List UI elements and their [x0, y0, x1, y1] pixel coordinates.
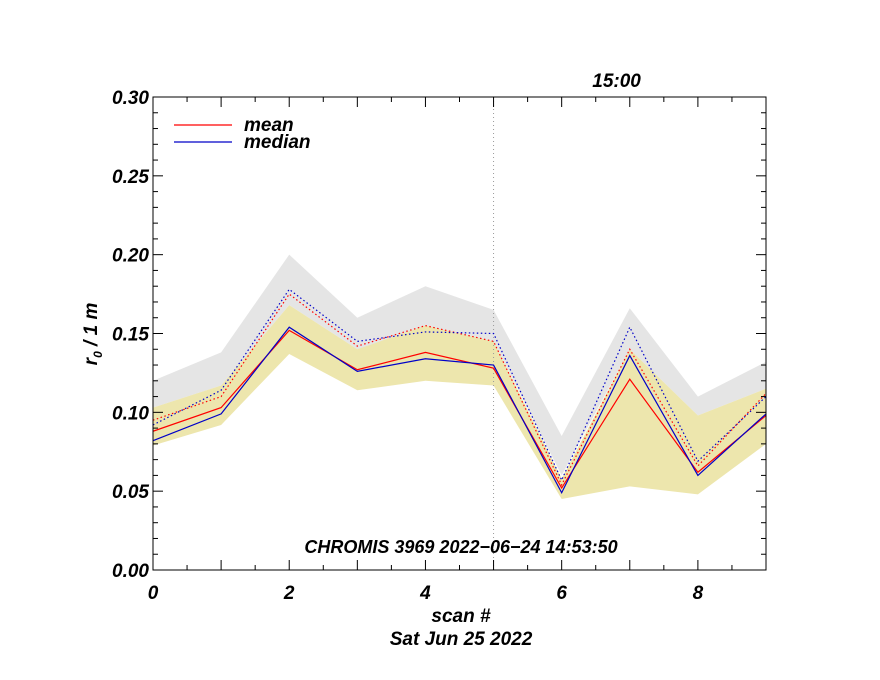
x-tick-label: 2: [283, 583, 295, 604]
series-line-median-dotted: [152, 288, 767, 482]
y-tick-label: 0.20: [112, 246, 149, 267]
y-tick-label: 0.25: [112, 167, 149, 188]
range-bands: [153, 254, 766, 500]
band-upper: [153, 254, 766, 476]
x-tick-label: 0: [148, 583, 159, 604]
data-series: [152, 288, 767, 495]
tick-labels: 0 2 4 6 8 0.00 0.05 0.10 0.15 0.20 0.25 0.30: [112, 88, 704, 604]
y-axis-label-sub: 0: [91, 351, 105, 358]
x-tick-label: 6: [556, 583, 567, 604]
series-line-mean: [152, 329, 767, 490]
x-axis-label: scan #: [431, 606, 491, 627]
y-axis-label-unit: / 1 m: [81, 303, 102, 352]
y-axis-label: r0 / 1 m: [81, 303, 105, 366]
time-marker-label: 15:00: [592, 71, 641, 92]
y-tick-label: 0.15: [112, 325, 149, 346]
y-tick-label: 0.10: [112, 403, 149, 424]
date-label: Sat Jun 25 2022: [390, 629, 533, 650]
y-tick-label: 0.30: [112, 88, 149, 109]
series-line-median: [152, 326, 767, 495]
axis-ticks: [152, 96, 767, 571]
band-range: [153, 305, 766, 500]
x-tick-label: 8: [693, 583, 704, 604]
legend-label-median: median: [244, 132, 311, 153]
y-axis-label-main: r: [81, 356, 102, 365]
chart-annotation: CHROMIS 3969 2022−06−24 14:53:50: [304, 537, 617, 557]
y-tick-label: 0.05: [112, 482, 149, 503]
x-tick-label: 4: [419, 583, 431, 604]
series-line-mean-dotted: [152, 293, 767, 487]
legend-label-mean: mean: [244, 115, 294, 136]
y-tick-label: 0.00: [112, 561, 149, 582]
